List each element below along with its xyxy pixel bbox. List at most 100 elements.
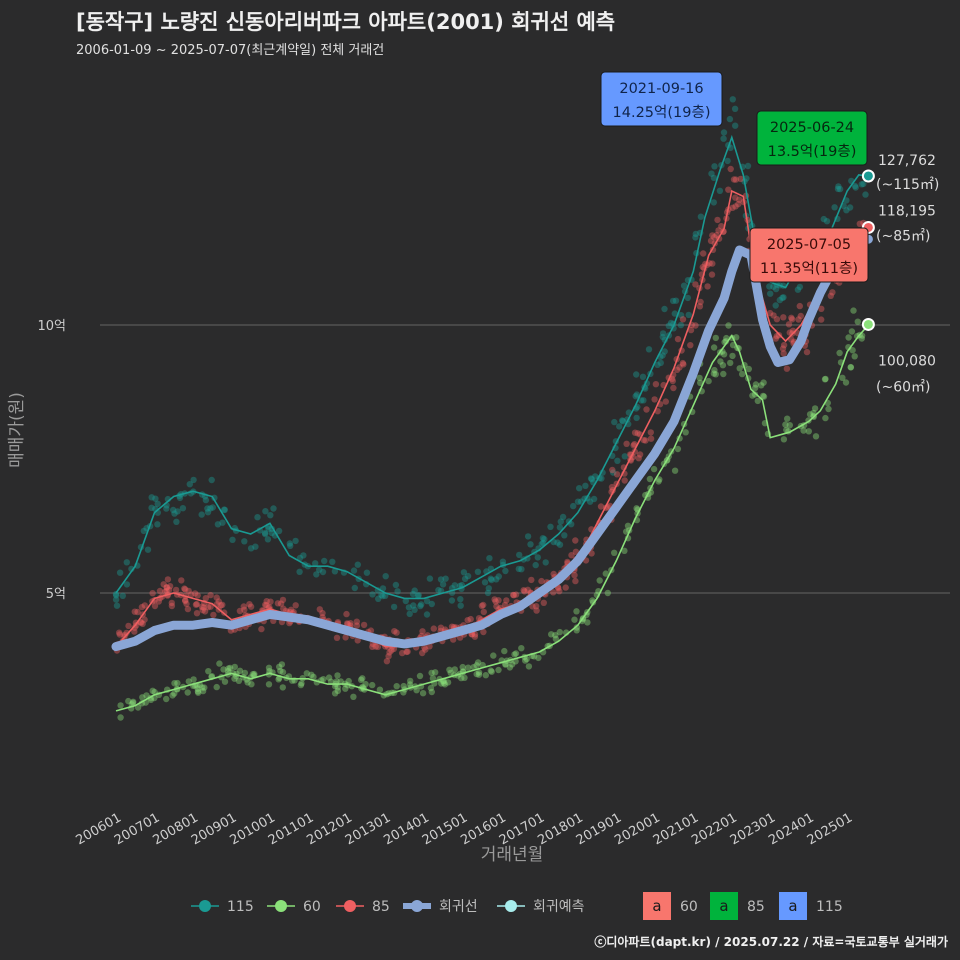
dot-85	[630, 442, 637, 449]
dot-85	[572, 537, 579, 544]
dot-85	[163, 587, 170, 595]
dot-85	[421, 644, 428, 651]
dot-115	[214, 521, 222, 528]
dot-85	[729, 204, 736, 211]
dot-115	[144, 546, 152, 553]
dot-60	[334, 672, 341, 679]
dot-60	[501, 647, 508, 655]
dot-60	[548, 631, 555, 638]
dot-85	[512, 591, 520, 598]
dot-85	[779, 345, 787, 352]
dot-60	[602, 570, 609, 577]
dot-85	[735, 200, 742, 208]
y-tick-label: 10억	[37, 319, 66, 334]
dot-60	[845, 334, 852, 341]
dot-85	[399, 649, 406, 657]
dot-115	[186, 481, 193, 488]
dot-85	[676, 364, 683, 371]
dot-60	[710, 370, 718, 377]
dot-85	[623, 440, 630, 447]
callout-price: 11.35억(11층)	[760, 260, 858, 277]
page-subtitle: 2006-01-09 ~ 2025-07-07(최근계약일) 전체 거래건	[76, 43, 384, 58]
dot-85	[736, 196, 743, 203]
dot-85	[556, 588, 563, 595]
dot-115	[173, 518, 180, 525]
dot-85	[562, 584, 569, 591]
dot-115	[423, 611, 431, 618]
dot-60	[451, 666, 458, 673]
dot-85	[139, 620, 146, 627]
dot-60	[407, 677, 414, 685]
dot-115	[732, 122, 739, 129]
dot-85	[160, 581, 167, 588]
dot-85	[121, 631, 128, 639]
dot-85	[464, 617, 471, 624]
dot-60	[490, 652, 497, 659]
dot-115	[711, 163, 718, 170]
dot-115	[154, 500, 161, 507]
dot-60	[235, 677, 243, 684]
dot-85	[279, 596, 287, 604]
dot-115	[265, 525, 272, 532]
dot-85	[263, 598, 270, 605]
dot-115	[556, 541, 564, 548]
legend-box-label: 60	[680, 899, 698, 915]
dot-115	[152, 495, 159, 502]
dot-60	[201, 684, 208, 691]
dot-85	[662, 398, 669, 405]
dot-60	[729, 352, 736, 360]
dot-85	[491, 596, 498, 603]
dot-85	[480, 628, 487, 636]
dot-60	[163, 695, 170, 703]
dot-60	[710, 344, 718, 351]
legend: 115 60 85 회귀선 회귀예측 a 60 a 85 a 115	[191, 892, 843, 920]
dot-85	[827, 292, 834, 299]
legend-swatch-dot	[505, 900, 517, 912]
dot-60	[811, 405, 819, 412]
dot-115	[770, 283, 777, 290]
dot-115	[720, 129, 728, 136]
dot-60	[851, 353, 858, 360]
dot-85	[182, 586, 189, 593]
dot-85	[608, 483, 616, 491]
dot-115	[204, 509, 212, 516]
dot-85	[386, 649, 393, 656]
x-axis-label: 거래년월	[481, 845, 544, 865]
dot-60	[842, 379, 850, 386]
dot-85	[141, 602, 148, 609]
dot-60	[195, 689, 202, 696]
dot-115	[493, 576, 500, 583]
dot-115	[639, 373, 647, 380]
dot-85	[168, 602, 176, 610]
callout-price: 13.5억(19층)	[768, 143, 857, 160]
dot-85	[258, 625, 265, 633]
dot-115	[123, 581, 131, 588]
dot-85	[240, 603, 247, 610]
dot-85	[651, 396, 658, 403]
dot-85	[647, 435, 655, 442]
dot-60	[406, 681, 414, 688]
dot-85	[634, 430, 641, 437]
dot-85	[123, 629, 130, 637]
dot-115	[772, 285, 780, 293]
dot-85	[347, 620, 354, 627]
dot-115	[331, 568, 339, 575]
legend-label: 회귀선	[439, 899, 478, 915]
dot-115	[179, 505, 187, 512]
dot-115	[632, 393, 639, 400]
dot-115	[619, 417, 626, 424]
dot-115	[586, 498, 594, 505]
dot-115	[426, 575, 434, 582]
dot-85	[687, 342, 694, 349]
dot-60	[656, 476, 663, 483]
dot-115	[112, 590, 120, 598]
dot-60	[231, 675, 238, 682]
dot-115	[661, 348, 668, 355]
dot-115	[638, 397, 645, 404]
dot-85	[856, 220, 863, 227]
dot-60	[821, 376, 829, 383]
dot-115	[834, 185, 842, 193]
dot-60	[854, 318, 861, 325]
dot-85	[241, 606, 248, 613]
dot-85	[210, 611, 217, 619]
